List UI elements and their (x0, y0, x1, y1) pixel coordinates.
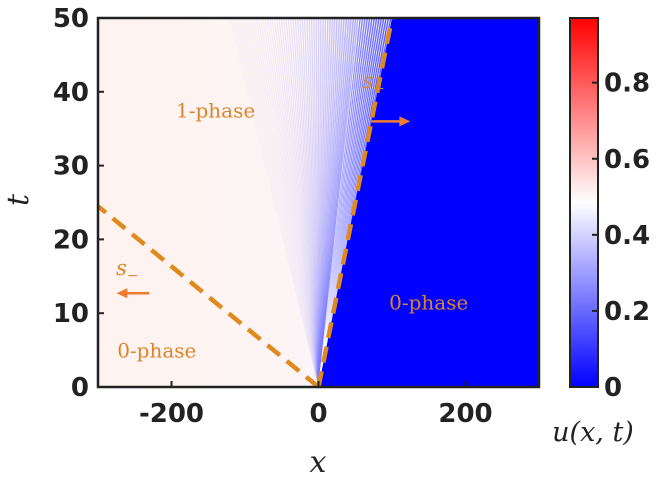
stripe-line (317, 18, 336, 387)
x-tick-label: 200 (438, 399, 492, 429)
stripe-line (283, 18, 319, 387)
stripe-line (317, 18, 343, 387)
colorbar-tick-label: 0 (604, 373, 622, 403)
stripe-line (304, 18, 320, 387)
stripe-line (308, 18, 320, 387)
stripe-line (267, 18, 319, 387)
velocity-arrow-head (116, 288, 128, 299)
stripe-line (317, 18, 322, 387)
y-tick-label: 40 (53, 78, 89, 108)
y-axis-ticks: 0 10 20 30 40 50 (53, 4, 104, 403)
stripe-line (317, 18, 329, 387)
colorbar-ticks: 0 0.2 0.4 0.6 0.8 (592, 69, 650, 403)
y-tick-label: 20 (53, 225, 89, 255)
stripe-line (257, 18, 319, 387)
colorbar-tick-label: 0.8 (604, 69, 650, 99)
colorbar (569, 17, 599, 388)
y-axis-label: t (1, 193, 36, 206)
stripe-line (236, 18, 319, 387)
stripe-line (306, 18, 320, 387)
stripe-line (243, 18, 319, 387)
stripe-line (253, 18, 319, 387)
stripe-line (269, 18, 319, 387)
stripe-line (317, 18, 324, 387)
x-tick-label: 0 (309, 399, 327, 429)
stripe-line (285, 18, 320, 387)
stripe-line (260, 18, 319, 387)
stripe-line (313, 18, 320, 387)
x-tick-label: -200 (139, 399, 204, 429)
colorbar-label: u(x, t) (552, 417, 634, 448)
stripe-line (278, 18, 319, 387)
stripe-line (262, 18, 319, 387)
x-axis-label: x (310, 445, 327, 480)
stripe-line (317, 18, 327, 387)
stripe-line (317, 18, 338, 387)
stripe-line (255, 18, 319, 387)
stripe-line (271, 18, 319, 387)
stripe-line (276, 18, 319, 387)
stripe-line (317, 18, 331, 387)
plot-area (98, 18, 539, 387)
region-label: 0-phase (389, 291, 468, 315)
stripe-line (241, 18, 319, 387)
stripe-line (292, 18, 320, 387)
stripe-line (301, 18, 320, 387)
stripe-line (248, 18, 319, 387)
region-label: 1-phase (176, 99, 255, 123)
stripe-line (310, 18, 320, 387)
stripe-line (317, 18, 334, 387)
stripe-line (232, 18, 319, 387)
colorbar-tick-label: 0.4 (604, 221, 650, 251)
colorbar-tick-label: 0.6 (604, 145, 650, 175)
stripe-line (297, 18, 320, 387)
stripe-line (317, 18, 345, 387)
front-plus-line (316, 17, 395, 388)
y-tick-label: 30 (53, 152, 89, 182)
x-axis-ticks: -200 0 200 (139, 381, 493, 429)
colorbar-tick-label: 0.2 (604, 297, 650, 327)
y-tick-label: 0 (71, 373, 89, 403)
y-tick-label: 10 (53, 299, 89, 329)
stripe-line (234, 18, 319, 387)
region-label: 0-phase (117, 338, 196, 362)
stripe-line (299, 18, 320, 387)
stripe-line (239, 18, 319, 387)
stripe-line (250, 18, 319, 387)
stripe-line (315, 18, 320, 387)
stripe-line (287, 18, 320, 387)
stripe-line (230, 18, 319, 387)
stripe-line (317, 18, 341, 387)
stripe-line (290, 18, 320, 387)
stripe-line (264, 18, 319, 387)
stripe-line (280, 18, 319, 387)
stripe-line (294, 18, 320, 387)
front-minus-line (96, 204, 320, 389)
velocity-arrow-head (399, 116, 411, 127)
y-tick-label: 50 (53, 4, 89, 34)
stripe-line (246, 18, 319, 387)
front-lines (96, 17, 395, 389)
stripe-line (273, 18, 319, 387)
